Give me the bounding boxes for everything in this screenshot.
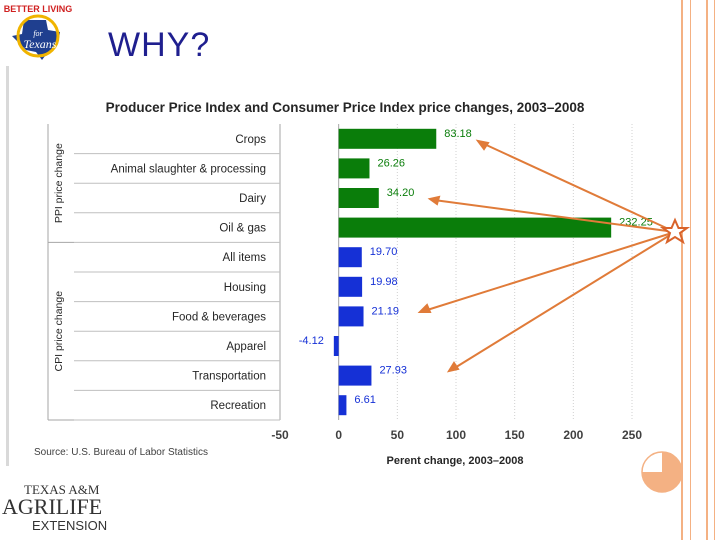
bar	[338, 306, 364, 327]
category-label: Apparel	[226, 341, 266, 353]
better-living-logo: BETTER LIVING for Texans	[4, 4, 73, 60]
group-labels: PPI price change CPI price change	[53, 143, 65, 371]
arrow-to-crops	[481, 142, 676, 233]
decor-stripe-4	[714, 0, 715, 540]
bar	[338, 217, 612, 238]
bar	[338, 365, 372, 386]
arrow-head-food	[417, 303, 432, 313]
category-label: Animal slaughter & processing	[111, 163, 266, 175]
x-tick-label: -50	[271, 428, 289, 442]
value-labels: 83.1826.2634.20232.2519.7019.9821.19-4.1…	[299, 128, 653, 406]
logo-btl-line1: BETTER LIVING	[4, 4, 73, 14]
x-tick-label: 150	[505, 428, 525, 442]
star-icon	[659, 217, 691, 245]
x-axis-label: Perent change, 2003–2008	[387, 455, 524, 467]
x-tick-label: 250	[622, 428, 642, 442]
bar	[338, 188, 379, 208]
gridlines	[279, 124, 633, 420]
value-label: 83.18	[444, 128, 472, 140]
category-label: Housing	[224, 282, 266, 294]
bar	[338, 247, 362, 268]
category-label: Food & beverages	[172, 311, 266, 323]
decor-stripe-1	[681, 0, 683, 540]
source-note: Source: U.S. Bureau of Labor Statistics	[34, 447, 208, 458]
category-label: All items	[223, 252, 267, 264]
bar	[333, 336, 339, 356]
bars	[333, 128, 612, 416]
group-label: PPI price change	[53, 143, 65, 223]
arrow-head-transport	[446, 361, 460, 373]
annotation-arrows	[417, 139, 676, 373]
arrow-head-crops	[475, 139, 490, 151]
bar	[338, 128, 437, 149]
x-tick-labels: -50 0 50 100 150 200 250	[271, 428, 642, 442]
x-tick-label: 0	[335, 428, 342, 442]
arrow-to-transport	[452, 231, 676, 370]
value-label: 19.70	[370, 246, 398, 258]
category-label: Crops	[235, 134, 266, 146]
category-labels: Crops Animal slaughter & processing Dairy O…	[111, 134, 267, 412]
bar	[338, 158, 370, 179]
value-label: 26.26	[377, 157, 405, 169]
arrow-head-dairy	[427, 195, 441, 206]
value-label: 27.93	[379, 365, 407, 377]
value-label: 19.98	[370, 276, 398, 288]
category-label: Recreation	[210, 400, 266, 412]
pie-decor-icon	[641, 451, 683, 493]
bar	[338, 395, 347, 416]
value-label: 6.61	[354, 394, 375, 406]
group-label: CPI price change	[53, 291, 65, 372]
left-rule	[6, 66, 9, 466]
x-tick-label: 200	[563, 428, 583, 442]
logo-agri-line1: TEXAS A&M	[24, 482, 100, 497]
category-label: Transportation	[192, 371, 266, 383]
category-label: Dairy	[239, 193, 266, 205]
arrow-to-food	[423, 231, 676, 312]
value-label: 34.20	[387, 187, 415, 199]
logo-btl-line3: Texans	[24, 37, 57, 51]
bar	[338, 276, 363, 297]
logo-btl-line2: for	[33, 29, 43, 38]
value-label: 21.19	[372, 305, 400, 317]
arrow-to-dairy	[433, 199, 676, 233]
chart-title: Producer Price Index and Consumer Price …	[106, 100, 585, 115]
value-label: -4.12	[299, 335, 324, 347]
logo-agri-line2: AGRILIFE	[2, 494, 102, 519]
x-tick-label: 100	[446, 428, 466, 442]
agrilife-logo: TEXAS A&M AGRILIFE EXTENSION	[2, 482, 107, 532]
category-label: Oil & gas	[219, 223, 266, 235]
x-tick-label: 50	[391, 428, 405, 442]
logo-agri-line3: EXTENSION	[32, 518, 107, 532]
decor-stripe-3	[706, 0, 708, 540]
decor-stripe-2	[690, 0, 691, 540]
slide-title: WHY?	[108, 26, 211, 64]
